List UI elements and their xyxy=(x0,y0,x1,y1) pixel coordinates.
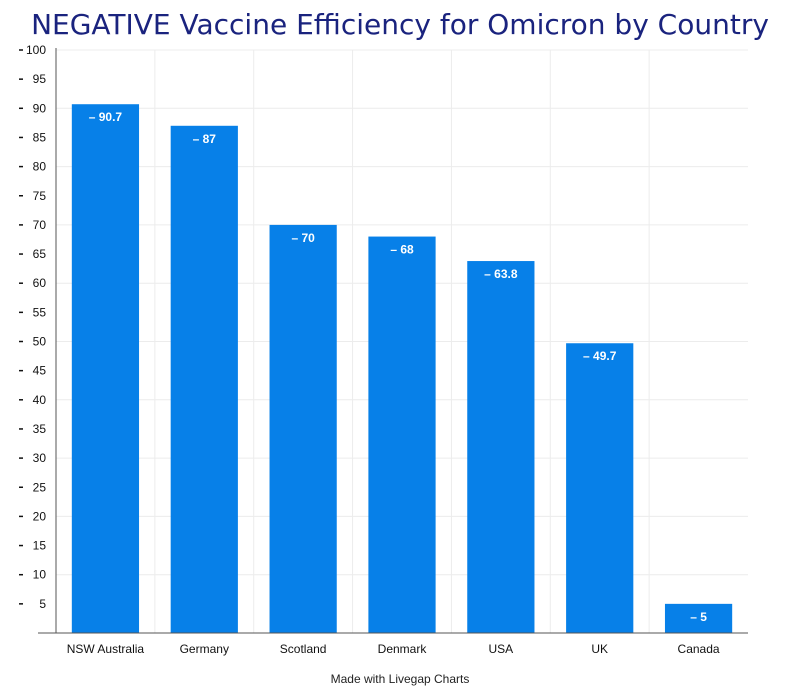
data-label: – 70 xyxy=(291,231,315,245)
x-tick-label: Germany xyxy=(180,642,229,656)
data-label: – 63.8 xyxy=(484,267,518,281)
data-label: – 49.7 xyxy=(583,349,617,363)
y-tick-label: 50 xyxy=(33,335,47,349)
y-tick-label: 100 xyxy=(26,43,46,57)
x-tick-label: Scotland xyxy=(280,642,327,656)
bars xyxy=(71,104,733,634)
y-tick-label: 55 xyxy=(33,305,47,319)
data-label: – 5 xyxy=(690,610,707,624)
labels: 5 10 15 20 25 30 35 40 45 50 55 60 65 70 75 80 85 90 95 100… xyxy=(26,43,720,656)
chart-title: NEGATIVE Vaccine Efficiency for Omicron … xyxy=(31,8,769,41)
bar xyxy=(170,125,238,633)
y-tick-label: 90 xyxy=(33,101,47,115)
x-tick-label: UK xyxy=(591,642,608,656)
y-tick-label: 60 xyxy=(33,276,47,290)
y-tick-label: 20 xyxy=(33,509,47,523)
y-tick-label: 85 xyxy=(33,130,47,144)
y-tick-label: 30 xyxy=(33,451,47,465)
bar xyxy=(71,104,140,634)
data-label: – 90.7 xyxy=(89,110,123,124)
x-tick-label: Canada xyxy=(678,642,720,656)
bar xyxy=(664,603,733,633)
y-tick-label: 80 xyxy=(33,160,47,174)
data-label: – 68 xyxy=(390,243,414,257)
x-tick-label: Denmark xyxy=(378,642,428,656)
bar xyxy=(566,343,634,633)
y-tick-label: 35 xyxy=(33,422,47,436)
y-tick-label: 75 xyxy=(33,189,47,203)
x-tick-label: NSW Australia xyxy=(67,642,145,656)
axes xyxy=(19,48,748,634)
y-tick-label: 5 xyxy=(39,597,46,611)
y-tick-label: 65 xyxy=(33,247,47,261)
y-tick-label: 70 xyxy=(33,218,47,232)
data-label: – 87 xyxy=(193,132,217,146)
bar xyxy=(467,261,535,633)
footer-credit: Made with Livegap Charts xyxy=(330,672,470,686)
x-tick-label: USA xyxy=(489,642,514,656)
y-tick-label: 15 xyxy=(33,539,47,553)
y-tick-label: 95 xyxy=(33,72,47,86)
y-tick-label: 45 xyxy=(33,364,47,378)
bar xyxy=(269,224,337,633)
y-tick-label: 40 xyxy=(33,393,47,407)
y-tick-label: 10 xyxy=(33,568,47,582)
y-tick-label: 25 xyxy=(33,480,47,494)
bar xyxy=(368,236,436,633)
